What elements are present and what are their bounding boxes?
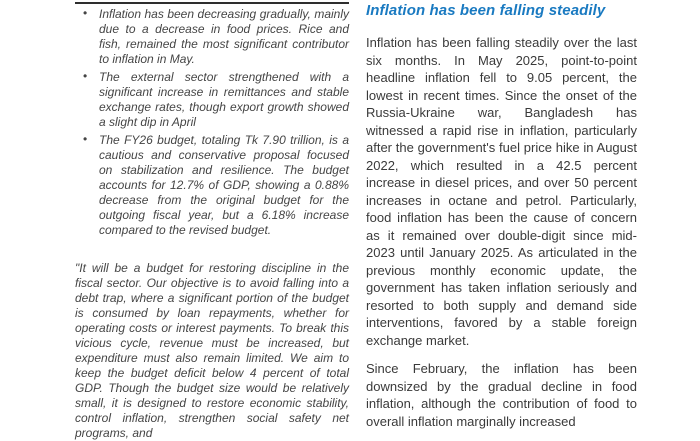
bullet-icon: • — [83, 69, 88, 83]
bullet-text: The FY26 budget, totaling Tk 7.90 trilli… — [99, 133, 349, 237]
bullet-text: The external sector strengthened with a … — [99, 70, 349, 129]
body-paragraph: Inflation has been falling steadily over… — [366, 35, 637, 348]
quote-paragraph: "It will be a budget for restoring disci… — [75, 261, 349, 440]
section-heading: Inflation has been falling steadily — [366, 2, 606, 19]
right-column: Inflation has been falling steadily Infl… — [366, 0, 637, 430]
bullet-text: Inflation has been decreasing gradually,… — [99, 7, 349, 66]
bullet-item: • The external sector strengthened with … — [75, 69, 349, 130]
divider-line — [75, 2, 349, 4]
body-paragraph: Since February, the inflation has been d… — [366, 361, 637, 429]
bullet-icon: • — [83, 6, 88, 20]
bullet-item: • Inflation has been decreasing graduall… — [75, 6, 349, 67]
left-column: • Inflation has been decreasing graduall… — [75, 0, 349, 441]
bullet-icon: • — [83, 132, 88, 146]
bullet-list: • Inflation has been decreasing graduall… — [75, 6, 349, 238]
bullet-item: • The FY26 budget, totaling Tk 7.90 tril… — [75, 132, 349, 238]
